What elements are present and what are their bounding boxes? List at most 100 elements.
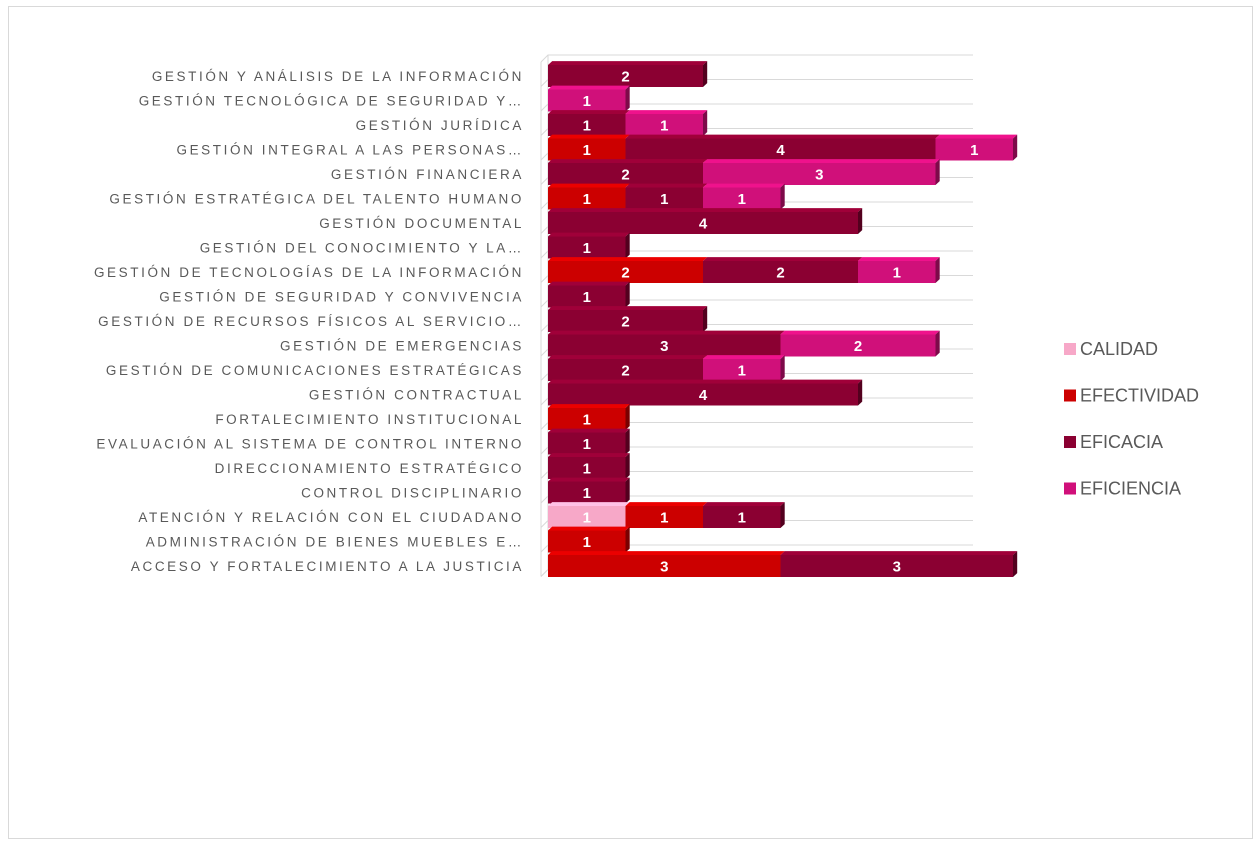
bar-side-face [780,502,785,528]
bar-segment [625,110,708,136]
bar [548,334,781,357]
bar [858,261,936,283]
bar-top-face [548,85,630,90]
gridline [540,54,973,63]
category-label: CONTROL DISCIPLINARIO [301,486,524,501]
bar [548,114,626,136]
bar [548,138,626,161]
bar-segment [548,330,785,357]
data-label: 1 [583,534,591,551]
bar-segment [703,257,863,283]
category-label: GESTIÓN FINANCIERA [331,167,524,182]
legend-label: CALIDAD [1080,339,1158,359]
bar-top-face [548,551,785,555]
bar-segment [548,232,630,259]
data-label: 4 [699,387,708,404]
bar-top-face [625,502,708,506]
bar-side-face [625,477,630,504]
bar-segment [548,257,708,283]
data-label: 2 [854,338,862,355]
bar-segment [548,453,630,479]
bar-side-face [625,428,630,455]
data-label: 1 [738,363,746,380]
category-label: GESTIÓN INTEGRAL A LAS PERSONAS… [176,143,524,158]
data-label: 1 [970,142,978,159]
bar [548,481,626,504]
bar [548,285,626,308]
bar [625,506,703,528]
bar [625,187,703,210]
bar-side-face [703,306,708,332]
bar-top-face [548,281,630,286]
bar [548,261,703,283]
bar-top-face [548,379,863,384]
category-label: GESTIÓN CONTRACTUAL [309,388,524,403]
bar-side-face [858,208,863,234]
bar-side-face [625,232,630,259]
bar [935,138,1013,161]
bar-side-face [625,281,630,308]
bar-top-face [548,428,630,433]
bar-side-face [625,85,630,112]
bar-side-face [625,453,630,479]
bar-segment [625,183,708,210]
bar-top-face [548,355,708,359]
bar-segment [548,502,630,528]
bar [548,530,626,553]
bar-side-face [1013,551,1018,577]
bar-top-face [548,183,630,188]
category-labels: GESTIÓN Y ANÁLISIS DE LA INFORMACIÓN GEST… [94,69,524,574]
category-label: GESTIÓN DOCUMENTAL [319,216,524,231]
bar-top-face [548,208,863,212]
bar-side-face [780,355,785,381]
bar-side-face [780,183,785,210]
bar-top-face [935,134,1018,139]
category-label: FORTALECIMIENTO INSTITUCIONAL [215,412,524,427]
bar [780,334,936,357]
bar-segment [548,110,630,136]
data-label: 1 [660,118,668,135]
bar-top-face [548,477,630,482]
data-label: 3 [660,559,668,576]
bar [548,89,626,112]
bar-top-face [548,134,630,139]
bar [548,310,703,332]
data-label: 2 [621,265,629,282]
data-label: 2 [621,69,629,86]
bar [548,236,626,259]
bar-top-face [703,159,940,163]
bar [780,555,1013,577]
bar-segment [548,306,708,332]
legend-swatch [1064,343,1076,355]
bar-segment [548,183,630,210]
bar [625,138,936,161]
data-label: 1 [893,265,901,282]
category-label: GESTIÓN Y ANÁLISIS DE LA INFORMACIÓN [152,69,524,84]
category-label: GESTIÓN DE TECNOLOGÍAS DE LA INFORMACIÓN [94,265,524,280]
bar-top-face [548,306,708,310]
data-label: 1 [583,510,591,527]
bar-segment [858,257,940,283]
bar [703,163,936,185]
bar-segment [548,404,630,430]
data-label: 1 [583,142,591,159]
bar [703,261,858,283]
category-label: ADMINISTRACIÓN DE BIENES MUEBLES E… [146,535,524,550]
bar-segment [935,134,1018,161]
bar-segment [548,208,863,234]
bar [548,65,703,87]
data-label: 1 [583,412,591,429]
bar-side-face [1013,134,1018,161]
bar [548,432,626,455]
category-label: GESTIÓN DE COMUNICACIONES ESTRATÉGICAS [106,363,524,378]
bar-segment [703,355,785,381]
bar-segment [548,477,630,504]
data-label: 4 [776,142,785,159]
bar-segment [548,551,785,577]
bar-top-face [548,61,708,65]
category-label: GESTIÓN DEL CONOCIMIENTO Y LA… [200,241,524,256]
bar-top-face [780,551,1018,555]
bar-segment [548,281,630,308]
bar [548,555,781,577]
data-label: 3 [815,167,823,184]
